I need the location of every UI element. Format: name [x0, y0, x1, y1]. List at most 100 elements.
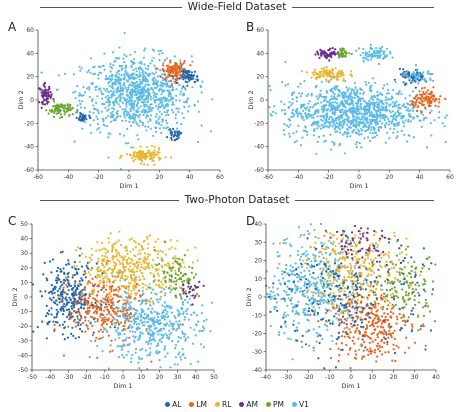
point-v1 [430, 134, 433, 137]
point-al [81, 265, 84, 268]
point-v1 [323, 105, 326, 108]
point-v1 [334, 108, 337, 112]
point-rl [103, 266, 106, 269]
point-rl [130, 289, 133, 292]
point-lm [92, 297, 95, 300]
point-v1 [127, 80, 130, 83]
scatter-chart-d: -40 -30 -20 -10 0 10 20 30 40-40-30-20-100102030… [245, 221, 440, 390]
point-lm [439, 95, 442, 98]
point-v1 [296, 287, 299, 290]
point-v1 [134, 114, 138, 117]
point-v1 [351, 120, 354, 123]
point-v1 [292, 319, 295, 322]
point-rl [113, 266, 116, 269]
point-rl [132, 159, 135, 162]
point-v1 [162, 61, 165, 65]
point-v1 [296, 107, 299, 110]
point-v1 [297, 250, 300, 253]
point-v1 [284, 84, 287, 87]
point-rl [98, 249, 101, 252]
point-v1 [104, 96, 107, 99]
point-al [63, 338, 66, 341]
point-v1 [181, 300, 184, 303]
point-rl [151, 159, 155, 162]
point-rl [111, 256, 114, 259]
point-rl [90, 258, 93, 261]
point-rl [159, 249, 162, 252]
point-v1 [388, 109, 391, 112]
point-pm [152, 280, 155, 283]
point-v1 [296, 253, 299, 257]
point-v1 [282, 129, 285, 132]
point-al [67, 301, 71, 304]
point-pm [190, 271, 193, 274]
point-v1 [291, 102, 294, 105]
point-v1 [98, 71, 101, 74]
point-rl [323, 67, 326, 70]
point-v1 [149, 62, 152, 65]
point-rl [310, 76, 313, 79]
point-v1 [143, 63, 146, 66]
point-al [72, 334, 75, 337]
point-v1 [128, 113, 131, 116]
point-v1 [392, 88, 395, 92]
point-lm [74, 300, 77, 303]
point-v1 [128, 306, 131, 309]
point-v1 [322, 301, 325, 304]
point-v1 [111, 101, 115, 104]
point-al [408, 71, 411, 74]
point-al [69, 298, 72, 301]
point-lm [97, 330, 100, 333]
point-v1 [283, 332, 286, 335]
point-v1 [121, 86, 125, 90]
point-pm [170, 279, 173, 282]
point-al [419, 78, 422, 81]
point-al [68, 310, 71, 313]
point-lm [414, 96, 417, 99]
point-pm [179, 293, 182, 296]
point-v1 [148, 73, 151, 76]
point-pm [178, 278, 181, 281]
point-v1 [335, 86, 338, 89]
point-v1 [360, 129, 364, 132]
point-v1 [369, 131, 372, 134]
point-rl [103, 271, 106, 275]
point-lm [100, 324, 103, 327]
point-v1 [116, 113, 119, 116]
point-v1 [113, 322, 116, 325]
point-al [76, 315, 79, 318]
point-v1 [142, 324, 145, 327]
point-v1 [286, 83, 290, 86]
point-v1 [322, 99, 326, 102]
point-rl [135, 292, 138, 295]
point-lm [122, 266, 125, 269]
point-v1 [266, 293, 269, 296]
point-v1 [128, 330, 132, 333]
point-v1 [308, 285, 311, 288]
point-v1 [371, 53, 374, 56]
point-v1 [155, 92, 158, 95]
point-v1 [176, 127, 179, 130]
point-v1 [108, 84, 111, 88]
point-pm [185, 273, 188, 276]
point-v1 [107, 156, 110, 159]
point-lm [163, 59, 166, 62]
point-am [44, 93, 47, 96]
point-v1 [397, 93, 400, 96]
point-v1 [128, 74, 131, 77]
point-al [59, 268, 62, 271]
point-lm [120, 321, 123, 324]
point-v1 [149, 347, 152, 350]
point-rl [147, 262, 151, 265]
point-al [81, 295, 84, 298]
point-rl [325, 78, 328, 81]
point-v1 [347, 116, 350, 119]
point-rl [347, 252, 350, 255]
point-al [81, 289, 84, 292]
point-v1 [114, 117, 117, 121]
point-rl [131, 279, 134, 282]
section-label-wide-field: Wide-Field Dataset [181, 1, 293, 13]
point-rl [139, 145, 142, 148]
point-v1 [79, 69, 82, 72]
x-tick-label: -20 [324, 174, 334, 181]
